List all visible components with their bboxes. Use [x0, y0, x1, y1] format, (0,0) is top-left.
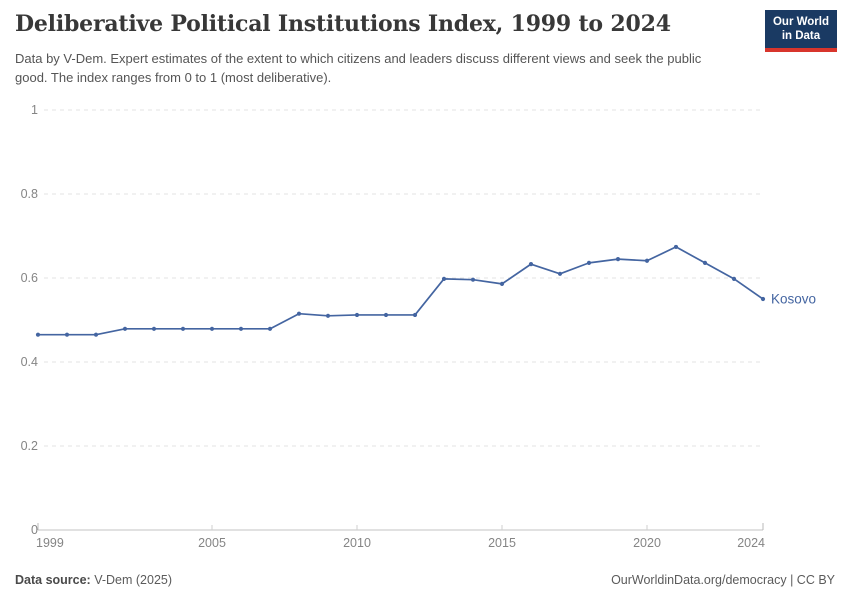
series-line-kosovo: [37, 246, 764, 336]
y-axis-tick-label: 1: [31, 103, 38, 117]
data-point[interactable]: [673, 244, 679, 250]
y-axis-tick-label: 0: [31, 523, 38, 537]
data-point[interactable]: [209, 326, 215, 331]
page-title: Deliberative Political Institutions Inde…: [15, 11, 671, 37]
data-point[interactable]: [151, 326, 157, 331]
x-axis-tick-label: 2020: [633, 536, 661, 550]
chart-footer: Data source: V-Dem (2025) OurWorldinData…: [15, 573, 835, 587]
data-point[interactable]: [238, 326, 244, 331]
data-point[interactable]: [441, 276, 447, 281]
data-point[interactable]: [122, 326, 128, 331]
data-point[interactable]: [528, 262, 534, 267]
footer-credits: OurWorldinData.org/democracy | CC BY: [611, 573, 835, 587]
data-point[interactable]: [499, 281, 505, 286]
data-point[interactable]: [64, 332, 70, 337]
data-point[interactable]: [702, 260, 708, 265]
chart-subtitle: Data by V-Dem. Expert estimates of the e…: [15, 51, 702, 85]
y-axis-tick-label: 0.8: [21, 187, 38, 201]
data-point[interactable]: [644, 258, 650, 263]
x-axis-tick-label: 2024: [737, 536, 765, 550]
data-point[interactable]: [35, 332, 41, 337]
footer-source: Data source: V-Dem (2025): [15, 573, 172, 587]
footer-separator: |: [786, 573, 797, 587]
y-axis-tick-label: 0.6: [21, 271, 38, 285]
x-axis-tick-label: 2010: [343, 536, 371, 550]
y-axis-tick-label: 0.2: [21, 439, 38, 453]
chart-canvas[interactable]: 0 0.2 0.4 0.6 0.8 1 1999 2005 2010 2015 2020 2024 Ko…: [0, 95, 850, 570]
data-point[interactable]: [383, 312, 389, 318]
data-point[interactable]: [93, 332, 99, 337]
footer-source-label: Data source:: [15, 573, 91, 587]
data-point[interactable]: [586, 260, 592, 265]
data-point[interactable]: [296, 311, 302, 316]
data-point[interactable]: [557, 271, 563, 276]
data-point[interactable]: [615, 257, 621, 262]
owid-logo-line2: in Data: [781, 29, 821, 42]
data-point[interactable]: [412, 312, 418, 318]
owid-logo-line1: Our World: [772, 16, 829, 28]
footer-source-value: V-Dem (2025): [90, 573, 173, 587]
series-label-kosovo[interactable]: Kosovo: [771, 292, 816, 307]
footer-license[interactable]: CC BY: [796, 573, 835, 587]
x-axis-tick-label: 2015: [488, 536, 516, 550]
data-point[interactable]: [354, 312, 360, 318]
data-point[interactable]: [267, 326, 273, 331]
data-point[interactable]: [731, 276, 737, 281]
y-axis-tick-label: 0.4: [21, 355, 38, 369]
owid-logo[interactable]: Our World in Data: [764, 10, 837, 52]
data-point[interactable]: [325, 313, 331, 318]
data-point[interactable]: [760, 296, 766, 302]
data-point[interactable]: [470, 277, 476, 282]
x-axis-tick-label: 2005: [198, 536, 226, 550]
x-axis-tick-label: 1999: [36, 536, 64, 550]
footer-link[interactable]: OurWorldinData.org/democracy: [611, 573, 787, 587]
data-point[interactable]: [180, 326, 186, 331]
